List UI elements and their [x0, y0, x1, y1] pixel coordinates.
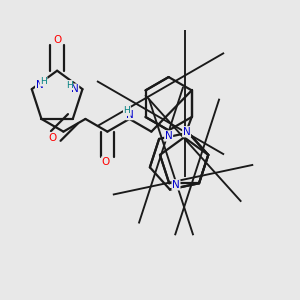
Text: H: H	[40, 77, 47, 86]
Text: N: N	[172, 180, 180, 190]
Text: O: O	[102, 157, 110, 167]
Text: O: O	[53, 35, 61, 45]
Text: H: H	[66, 81, 73, 90]
Text: N: N	[126, 110, 134, 120]
Text: H: H	[124, 106, 130, 116]
Text: N: N	[71, 84, 79, 94]
Text: O: O	[48, 133, 56, 142]
Text: N: N	[183, 127, 190, 137]
Text: N: N	[36, 80, 43, 90]
Text: N: N	[165, 131, 172, 141]
